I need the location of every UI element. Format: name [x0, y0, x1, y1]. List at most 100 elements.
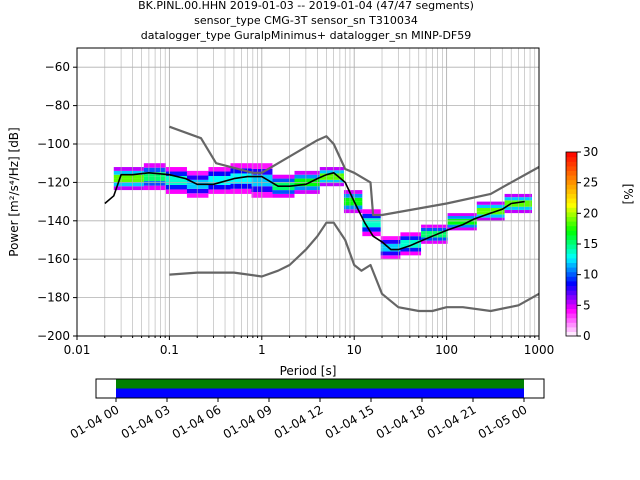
density-cell	[165, 171, 187, 176]
density-cell	[421, 231, 448, 235]
density-cell	[447, 216, 477, 219]
density-cell	[186, 188, 209, 194]
density-cell	[421, 237, 448, 241]
colorbar-segment	[566, 244, 577, 250]
colorbar-segment	[566, 193, 577, 199]
density-cell	[362, 213, 381, 219]
x-tick-label: 100	[435, 343, 458, 357]
density-cell	[421, 227, 448, 232]
density-cell	[400, 247, 422, 252]
colorbar-tick-label: 15	[583, 237, 598, 251]
density-cell	[272, 174, 295, 179]
nlnm-line	[169, 221, 540, 313]
x-tick-label: 0.01	[64, 343, 91, 357]
colorbar-segment	[566, 267, 577, 273]
chart-title-line1: BK.PINL.00.HHN 2019-01-03 -- 2019-01-04 …	[138, 0, 474, 12]
density-cell	[165, 176, 187, 181]
colorbar-segment	[566, 294, 577, 300]
y-tick-label: −100	[37, 137, 70, 151]
density-cell	[165, 189, 187, 194]
chart-title-line3: datalogger_type GuralpMinimus+ datalogge…	[141, 29, 472, 42]
density-cell	[362, 209, 381, 214]
density-cell	[208, 167, 231, 172]
density-cell	[186, 193, 209, 198]
density-cell	[362, 227, 381, 232]
density-cell	[272, 190, 295, 194]
coverage-tick-label: 01-04 03	[119, 402, 173, 441]
x-tick-label: 1	[258, 343, 266, 357]
density-cell	[380, 243, 401, 248]
density-cell	[208, 171, 231, 176]
mode-line	[104, 172, 525, 251]
density-cell	[400, 251, 422, 256]
density-cell	[447, 227, 477, 231]
density-cell	[447, 218, 477, 222]
colorbar-segment	[566, 280, 577, 286]
coverage-tick-label: 01-04 15	[323, 402, 377, 441]
colorbar-segment	[566, 285, 577, 291]
ppsd-grid	[76, 48, 539, 337]
density-cell	[272, 178, 295, 183]
colorbar-segment	[566, 253, 577, 259]
colorbar-segment	[566, 271, 577, 277]
density-cell	[294, 178, 320, 183]
y-tick-label: −60	[45, 60, 70, 74]
density-cell	[343, 190, 363, 194]
density-cell	[343, 205, 363, 210]
chart-title-line2: sensor_type CMG-3T sensor_sn T310034	[194, 14, 418, 27]
coverage-tick-label: 01-05 00	[476, 402, 530, 441]
x-tick-label: 1000	[524, 343, 555, 357]
density-cell	[421, 240, 448, 244]
density-cell	[165, 184, 187, 190]
y-tick-label: −120	[37, 175, 70, 189]
x-axis-label: Period [s]	[280, 364, 337, 378]
colorbar-label: [%]	[621, 184, 635, 205]
ppsd-curves	[104, 125, 540, 313]
colorbar-segment	[566, 262, 577, 268]
colorbar-segment	[566, 184, 577, 190]
colorbar-segment	[566, 207, 577, 213]
density-cell	[113, 182, 144, 187]
density-cell	[165, 167, 187, 172]
colorbar-segment	[566, 326, 577, 332]
colorbar-segment	[566, 161, 577, 167]
colorbar-segment	[566, 170, 577, 176]
ppsd-plot-frame	[76, 47, 540, 337]
density-cell	[343, 209, 363, 214]
coverage-tick-label: 01-04 18	[374, 402, 428, 441]
colorbar-segment	[566, 202, 577, 208]
colorbar-segment	[566, 303, 577, 309]
density-cell	[186, 184, 209, 189]
density-cell	[294, 190, 320, 194]
colorbar-tick-label: 5	[583, 298, 591, 312]
ppsd-axes: 0.01 0.1 1 10 100 1000 −200 −180 −160 −140 −120 −10…	[37, 60, 554, 357]
coverage-tick-label: 01-04 00	[68, 402, 122, 441]
coverage-tick-label: 01-04 06	[170, 402, 224, 441]
colorbar-segment	[566, 165, 577, 171]
coverage-bar-processed	[116, 379, 524, 389]
density-cell	[186, 175, 209, 180]
density-cell	[319, 183, 344, 187]
density-cell	[113, 174, 144, 179]
y-tick-label: −80	[45, 99, 70, 113]
colorbar-segment	[566, 198, 577, 204]
colorbar-segment	[566, 179, 577, 185]
y-tick-label: −160	[37, 252, 70, 266]
colorbar: 0 5 10 15 20 25 30 [%]	[565, 145, 635, 343]
colorbar-tick-label: 25	[583, 176, 598, 190]
colorbar-segment	[566, 156, 577, 162]
density-cell	[319, 167, 344, 171]
colorbar-segment	[566, 322, 577, 328]
density-cell	[272, 182, 295, 187]
density-cell	[343, 193, 363, 198]
colorbar-segment	[566, 248, 577, 254]
coverage-tick-label: 01-04 12	[272, 402, 326, 441]
density-cell	[113, 167, 144, 171]
density-cell	[343, 201, 363, 206]
density-cell	[186, 170, 209, 176]
density-cell	[380, 251, 401, 256]
colorbar-segment	[566, 152, 577, 158]
colorbar-segment	[566, 239, 577, 245]
colorbar-tick-label: 10	[583, 268, 598, 282]
